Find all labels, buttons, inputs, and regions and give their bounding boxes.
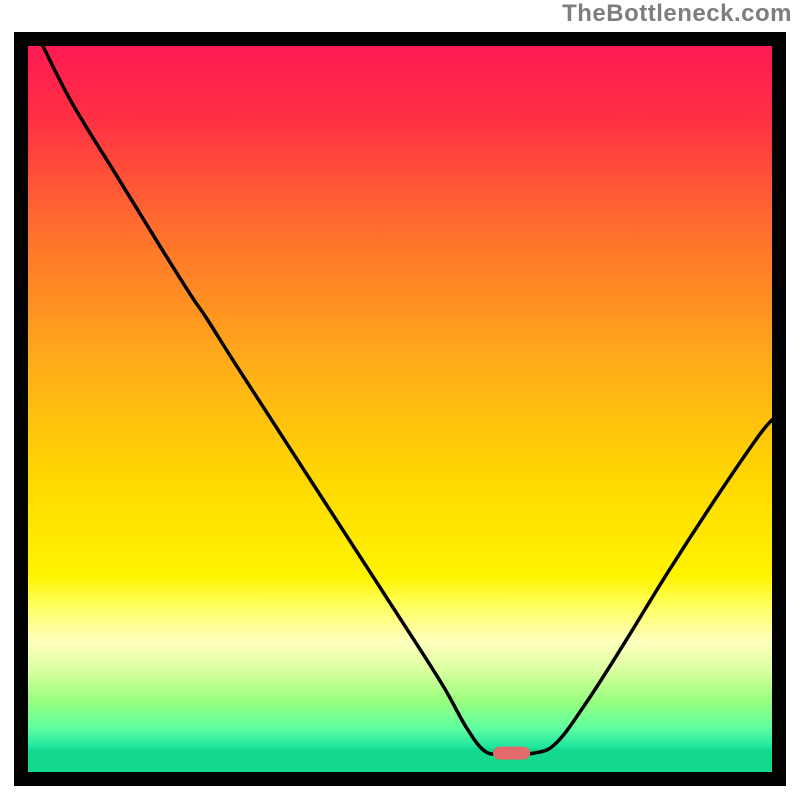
chart-stage: TheBottleneck.com	[0, 0, 800, 800]
bottleneck-chart	[0, 0, 800, 800]
plot-background	[28, 46, 772, 772]
optimal-marker	[493, 747, 530, 760]
